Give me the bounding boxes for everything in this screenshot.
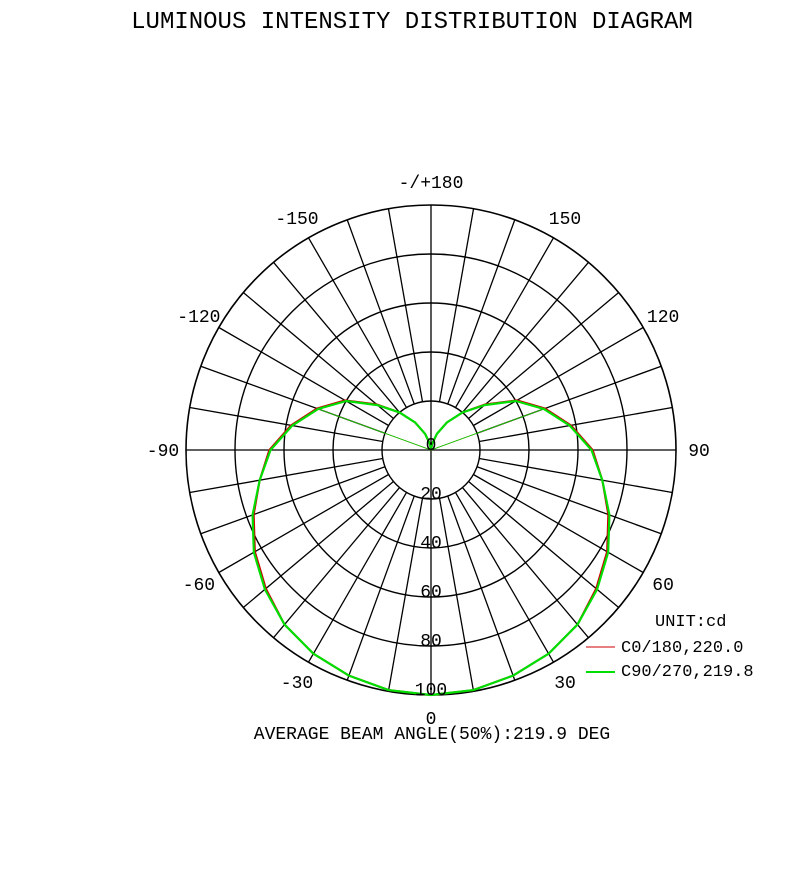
grid-spoke <box>468 292 620 420</box>
angle-label: 0 <box>426 710 437 730</box>
angle-label: -120 <box>177 308 220 328</box>
grid-spoke <box>387 208 424 402</box>
grid-spoke <box>473 473 644 574</box>
grid-spoke <box>479 406 673 443</box>
beam-angle-line <box>430 408 544 451</box>
grid-spoke <box>479 457 673 494</box>
radial-tick-label: 0 <box>426 436 437 456</box>
chart-title: LUMINOUS INTENSITY DISTRIBUTION DIAGRAM <box>131 9 693 36</box>
grid-spoke <box>468 480 620 608</box>
grid-spoke <box>189 457 383 494</box>
grid-spoke <box>273 261 401 413</box>
legend-label-c0: C0/180,220.0 <box>621 639 743 658</box>
beam-angle-line <box>318 408 432 451</box>
grid-spoke <box>307 237 408 408</box>
angle-label: 90 <box>688 442 710 462</box>
grid-spoke <box>218 473 389 574</box>
grid-spoke <box>273 487 401 639</box>
grid-spoke <box>307 492 408 663</box>
grid-spoke <box>438 208 475 402</box>
radial-tick-label: 60 <box>420 583 442 603</box>
grid-spoke <box>242 292 394 420</box>
grid-spoke <box>218 326 389 427</box>
radial-tick-label: 40 <box>420 534 442 554</box>
grid-spoke <box>200 466 386 535</box>
grid-spoke <box>454 237 555 408</box>
grid-spoke <box>461 261 589 413</box>
grid-spoke <box>454 492 555 663</box>
series-curve-1 <box>251 399 611 697</box>
angle-label: 150 <box>549 210 581 230</box>
grid-spoke <box>473 326 644 427</box>
grid-spoke <box>346 495 415 681</box>
grid-spoke <box>346 219 415 405</box>
grid-spoke <box>447 495 516 681</box>
angle-label: -/+180 <box>399 174 464 194</box>
angle-label: 120 <box>647 308 679 328</box>
radial-tick-label: 20 <box>420 485 442 505</box>
grid-spoke <box>387 498 424 692</box>
angle-label: -90 <box>147 442 179 462</box>
grid-spoke <box>447 219 516 405</box>
angle-label: 60 <box>652 576 674 596</box>
grid-spoke <box>438 498 475 692</box>
grid-spoke <box>242 480 394 608</box>
grid-spoke <box>461 487 589 639</box>
legend-label-c90: C90/270,219.8 <box>621 663 754 682</box>
angle-label: 30 <box>554 674 576 694</box>
radial-tick-label: 80 <box>420 632 442 652</box>
radial-tick-label: 100 <box>415 681 447 701</box>
grid-spoke <box>476 466 662 535</box>
grid-spoke <box>189 406 383 443</box>
beam-angle-footer: AVERAGE BEAM ANGLE(50%):219.9 DEG <box>254 725 610 745</box>
unit-label: UNIT:cd <box>655 613 726 632</box>
angle-label: -60 <box>183 576 215 596</box>
angle-label: -30 <box>281 674 313 694</box>
angle-label: -150 <box>275 210 318 230</box>
